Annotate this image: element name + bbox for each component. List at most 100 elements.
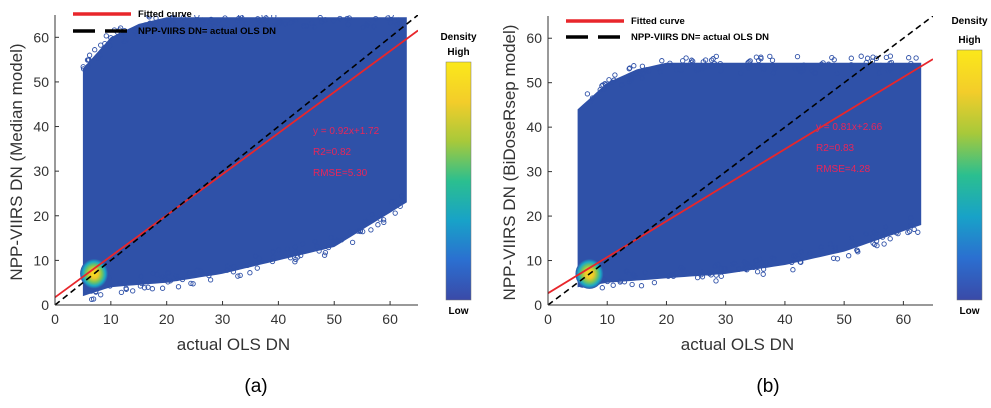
colorbar-title: Density (440, 32, 477, 43)
scatter-point (639, 63, 646, 69)
scatter-point (236, 15, 242, 21)
scatter-point (263, 15, 269, 21)
scatter-point (858, 53, 864, 59)
scatter-point (628, 75, 634, 81)
scatter-point (317, 15, 323, 21)
scatter-point (770, 70, 777, 76)
scatter-point (194, 267, 201, 273)
scatter-point (102, 40, 108, 47)
scatter-point (589, 95, 596, 101)
scatter-point (206, 22, 213, 29)
scatter-point (718, 273, 724, 279)
scatter-point (211, 23, 218, 29)
scatter-point (165, 279, 171, 285)
scatter-point (346, 15, 352, 21)
scatter-point (231, 263, 237, 270)
scatter-markers (80, 15, 405, 303)
scatter-point (207, 277, 214, 283)
scatter-point (717, 60, 723, 67)
y-tick-label: 10 (33, 252, 49, 268)
scatter-point (907, 215, 914, 221)
scatter-point (292, 244, 299, 250)
scatter-point (895, 230, 901, 237)
scatter-point (657, 69, 663, 75)
y-tick-label: 20 (33, 208, 49, 224)
scatter-point (820, 60, 826, 66)
y-tick-label: 50 (526, 75, 542, 91)
scatter-point (911, 226, 917, 233)
colorbar-gradient (956, 49, 983, 301)
fit-r2: R2=0.83 (816, 143, 855, 154)
scatter-point (175, 284, 182, 290)
scatter-point (131, 28, 138, 34)
scatter-point (207, 25, 213, 31)
scatter-point (680, 58, 686, 64)
scatter-point (190, 281, 196, 287)
scatter-point (667, 60, 673, 66)
scatter-point (344, 15, 350, 22)
scatter-point (206, 272, 212, 279)
scatter-point (117, 280, 123, 286)
y-tick-label: 30 (526, 164, 542, 180)
scatter-point (159, 285, 166, 291)
fit-annotation: y = 0.81x+2.66 R2=0.83 RMSE=4.28 (816, 122, 883, 175)
scatter-point (627, 65, 633, 71)
scatter-point (834, 256, 841, 262)
scatter-point (86, 52, 93, 58)
scatter-point (903, 67, 909, 73)
scatter-point (347, 229, 353, 235)
scatter-point (276, 247, 282, 253)
scatter-point (357, 228, 363, 235)
scatter-point (256, 255, 263, 262)
scatter-point (708, 57, 715, 63)
scatter-point (396, 20, 403, 26)
y-tick-label: 50 (33, 74, 49, 90)
scatter-point (606, 77, 612, 83)
scatter-point (721, 266, 727, 272)
scatter-point (147, 20, 153, 26)
scatter-point (849, 235, 855, 241)
scatter-point (247, 270, 253, 276)
scatter-point (293, 17, 299, 23)
scatter-point (854, 247, 860, 254)
scatter-point (760, 271, 766, 277)
scatter-point (773, 63, 779, 69)
scatter-cloud (548, 16, 933, 305)
y-tick-label: 40 (33, 119, 49, 135)
scatter-point (640, 70, 646, 76)
scatter-point (254, 265, 260, 271)
scatter-point (160, 275, 166, 281)
y-tick-label: 10 (526, 253, 542, 269)
scatter-point (887, 236, 893, 242)
scatter-point (758, 54, 764, 60)
scatter-point (584, 91, 591, 97)
scatter-point (322, 249, 329, 256)
scatter-point (694, 274, 701, 281)
colorbar-high-label: High (958, 35, 980, 46)
scatter-point (870, 62, 876, 68)
scatter-point (753, 258, 759, 264)
scatter-point (611, 77, 617, 83)
scatter-point (702, 57, 709, 63)
scatter-point (597, 87, 603, 93)
scatter-point (899, 70, 905, 76)
scatter-point (638, 283, 645, 289)
scatter-point (790, 253, 797, 259)
scatter-point (737, 70, 744, 77)
fitted-line (548, 58, 933, 294)
scatter-point (141, 285, 148, 291)
scatter-point (334, 237, 340, 244)
scatter-point (232, 24, 238, 31)
scatter-point (298, 252, 304, 259)
scatter-point (188, 280, 194, 287)
fit-equation: y = 0.81x+2.66 (816, 122, 883, 133)
scatter-point (678, 264, 684, 271)
scatter-point (665, 273, 671, 279)
scatter-point (873, 238, 880, 244)
scatter-point (180, 15, 186, 21)
x-tick-label: 0 (544, 311, 552, 327)
scatter-point (282, 21, 288, 27)
scatter-point (604, 278, 611, 285)
panel-caption: (a) (244, 376, 267, 397)
scatter-point (288, 19, 294, 26)
